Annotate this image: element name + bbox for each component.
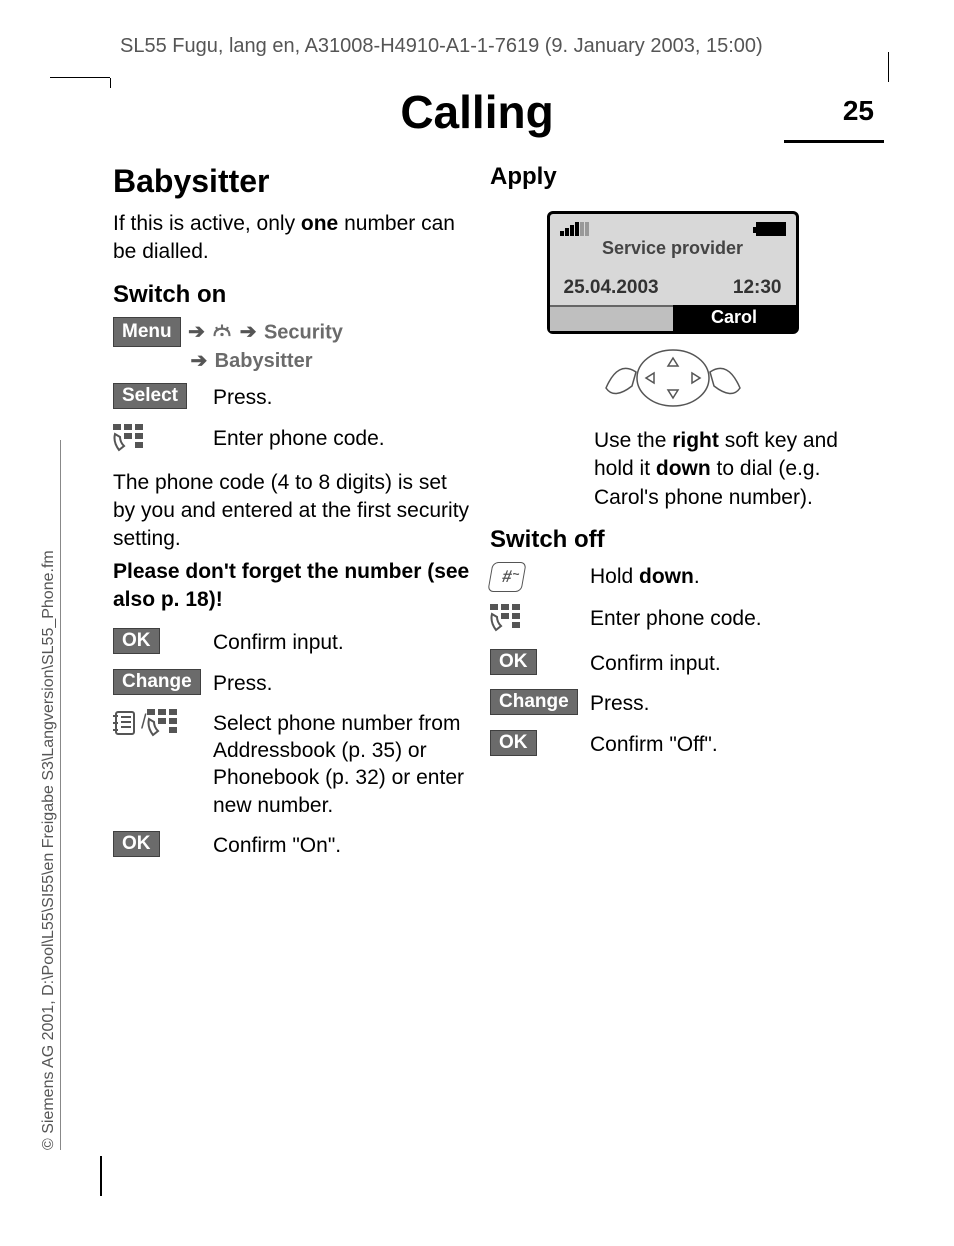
switch-on-heading: Switch on — [113, 281, 471, 309]
phone-code-description: The phone code (4 to 8 digits) is set by… — [113, 469, 471, 554]
change-softkey: Change — [490, 689, 578, 715]
confirm-input-instruction: Confirm input. — [213, 628, 344, 656]
copyright-text: © Siemens AG 2001, D:\Pool\L55\SI55\en F… — [40, 550, 58, 1150]
phone-time: 12:30 — [733, 277, 782, 299]
crop-mark — [888, 52, 890, 82]
confirm-on-instruction: Confirm "On". — [213, 831, 341, 859]
change-instruction: Press. — [590, 689, 650, 717]
ok-softkey: OK — [490, 649, 537, 675]
babysitter-heading: Babysitter — [113, 163, 471, 200]
page-number-underline — [784, 140, 884, 143]
change-softkey: Change — [113, 669, 201, 695]
phone-code-warning: Please don't forget the number (see also… — [113, 558, 471, 615]
select-instruction: Press. — [213, 383, 273, 411]
phone-right-softkey: Carol — [673, 305, 796, 331]
nav-key-icon — [598, 348, 748, 413]
sidebar-divider — [60, 440, 61, 1150]
page-title: Calling — [0, 85, 954, 139]
switch-off-heading: Switch off — [490, 526, 855, 554]
confirm-off-instruction: Confirm "Off". — [590, 730, 718, 758]
ok-softkey: OK — [113, 628, 160, 654]
phone-date: 25.04.2003 — [564, 277, 659, 299]
keypad-icon — [490, 604, 520, 632]
select-softkey: Select — [113, 383, 187, 409]
addressbook-icon — [113, 709, 141, 737]
arrow-icon: ➔ — [188, 321, 205, 343]
hold-down-instruction: Hold down. — [590, 562, 700, 590]
apply-heading: Apply — [490, 163, 855, 191]
menu-navigation: Menu ➔ ➔ Security ➔ Babysitter — [113, 317, 471, 376]
phone-screen-mockup: Service provider 25.04.2003 12:30 Carol — [547, 211, 799, 334]
arrow-icon: ➔ — [240, 321, 257, 343]
apply-caption: Use the right soft key and hold it down … — [490, 427, 855, 512]
ok-softkey: OK — [113, 831, 160, 857]
enter-code-instruction: Enter phone code. — [213, 424, 385, 452]
menu-softkey: Menu — [113, 317, 181, 348]
signal-icon — [560, 222, 589, 236]
page-number: 25 — [843, 95, 874, 127]
ok-softkey: OK — [490, 730, 537, 756]
doc-header: SL55 Fugu, lang en, A31008-H4910-A1-1-76… — [120, 35, 763, 58]
crop-mark — [100, 1156, 102, 1196]
enter-code-instruction: Enter phone code. — [590, 604, 762, 632]
intro-text: If this is active, only one number can b… — [113, 210, 471, 267]
service-provider-label: Service provider — [550, 238, 796, 259]
hash-key-icon: # — [487, 562, 526, 592]
phone-left-softkey — [550, 305, 673, 331]
keypad-icon — [113, 424, 143, 452]
keypad-icon — [147, 709, 177, 737]
crop-mark — [50, 58, 110, 78]
security-label: Security — [264, 321, 343, 343]
arrow-icon: ➔ — [190, 350, 207, 372]
battery-icon — [756, 222, 786, 236]
select-number-instruction: Select phone number from Addressbook (p.… — [213, 709, 471, 819]
confirm-input-instruction: Confirm input. — [590, 649, 721, 677]
setup-icon — [212, 322, 232, 342]
change-instruction: Press. — [213, 669, 273, 697]
babysitter-label: Babysitter — [215, 350, 313, 372]
